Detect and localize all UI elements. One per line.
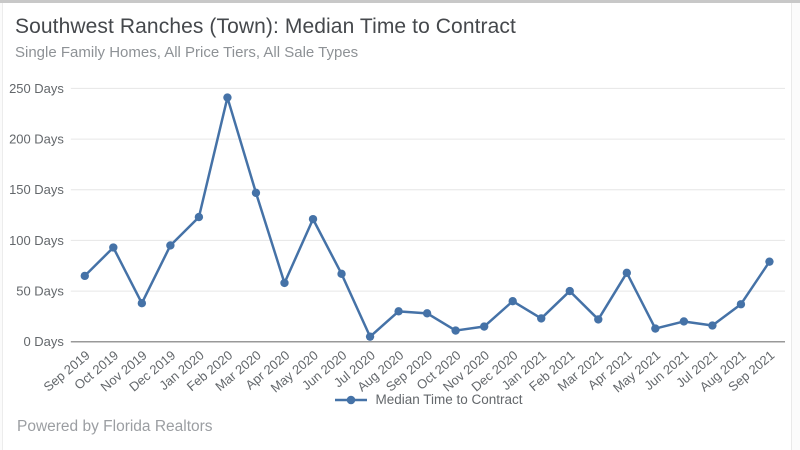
chart-subtitle: Single Family Homes, All Price Tiers, Al… — [15, 44, 359, 61]
data-point[interactable]: Feb 2021: 50 Days — [565, 286, 574, 296]
data-point[interactable]: Mar 2020: 147 Days — [251, 188, 261, 197]
data-point[interactable]: Jun 2021: 20 Days — [679, 317, 689, 326]
data-point[interactable]: Aug 2021: 37 Days — [736, 300, 746, 309]
data-point[interactable]: Nov 2020: 15 Days — [479, 322, 489, 331]
legend-series-marker-icon — [335, 395, 368, 404]
data-point[interactable]: May 2021: 13 Days — [651, 324, 660, 333]
series-line — [83, 96, 771, 338]
data-point[interactable]: Dec 2019: 95 Days — [166, 241, 175, 250]
data-point[interactable]: Oct 2020: 11 Days — [451, 326, 460, 335]
data-point[interactable]: Feb 2020: 241 Days — [223, 93, 232, 102]
data-point[interactable]: Apr 2021: 68 Days — [622, 268, 632, 278]
y-axis-tick-label: 100 Days — [9, 233, 64, 248]
data-point[interactable]: Sep 2020: 28 Days — [422, 309, 432, 318]
chart-card: Southwest Ranches (Town): Median Time to… — [2, 3, 792, 450]
data-point[interactable]: Mar 2021: 22 Days — [594, 315, 603, 324]
powered-by-attribution: Powered by Florida Realtors — [17, 418, 213, 435]
y-axis-tick-label: 0 Days — [23, 334, 63, 349]
data-point[interactable]: Jan 2020: 123 Days — [194, 212, 204, 222]
legend-item-median-time-to-contract[interactable]: Median Time to Contract — [71, 392, 787, 407]
data-point[interactable]: Apr 2020: 58 Days — [280, 278, 289, 288]
data-point[interactable]: Nov 2019: 38 Days — [137, 299, 147, 308]
line-chart: 0 Days 50 Days 100 Days 150 Days 200 Days 250… — [9, 81, 786, 395]
data-point[interactable]: Jan 2021: 23 Days — [537, 314, 546, 323]
data-point[interactable]: Oct 2019: 93 Days — [109, 243, 118, 252]
data-point[interactable]: Sep 2021: 79 Days — [765, 257, 774, 266]
y-axis-tick-label: 50 Days — [16, 284, 64, 299]
y-axis-tick-label: 200 Days — [9, 132, 64, 147]
data-point[interactable]: Jul 2021: 16 Days — [708, 321, 717, 330]
legend-label: Median Time to Contract — [375, 392, 523, 407]
data-point[interactable]: May 2020: 121 Days — [308, 214, 318, 224]
data-point[interactable]: Aug 2020: 30 Days — [394, 307, 403, 316]
data-point[interactable]: Sep 2019: 65 Days — [80, 271, 89, 281]
window-top-edge — [0, 0, 800, 3]
data-point[interactable]: Jun 2020: 67 Days — [337, 269, 346, 279]
data-point[interactable]: Dec 2020: 40 Days — [508, 297, 517, 306]
y-axis-tick-label: 250 Days — [9, 81, 64, 96]
data-point[interactable]: Jul 2020: 5 Days — [365, 332, 375, 341]
chart-title: Southwest Ranches (Town): Median Time to… — [15, 15, 516, 38]
y-axis-tick-label: 150 Days — [9, 182, 64, 197]
